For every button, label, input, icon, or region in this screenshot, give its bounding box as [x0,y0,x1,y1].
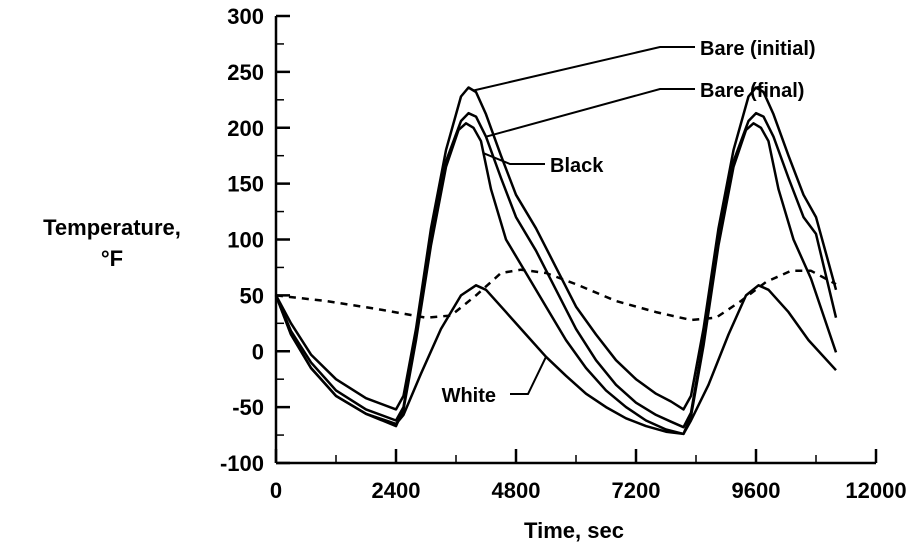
callout-leader [473,46,695,92]
y-tick-label: -100 [220,451,264,476]
callout-label: Bare (final) [700,80,804,102]
x-tick-label: 4800 [492,478,541,503]
y-tick-label: -50 [232,395,264,420]
y-ticks: -100 -50 0 50 100 150 200 250 300 [220,4,290,476]
x-tick-label: 7200 [612,478,661,503]
x-tick-label: 9600 [732,478,781,503]
x-ticks: 0 2400 4800 7200 9600 12000 [270,449,907,503]
y-tick-label: 0 [252,339,264,364]
callout-label: White [442,385,496,407]
x-axis-label: Time, sec [524,518,624,543]
y-tick-label: 300 [227,4,264,29]
callout-leader [485,88,695,138]
callout-leader [483,152,545,165]
x-tick-label: 12000 [845,478,906,503]
callout-leader [510,356,547,395]
y-tick-label: 250 [227,60,264,85]
callout-label: Bare (initial) [700,38,816,60]
y-tick-label: 200 [227,116,264,141]
series-line-0 [274,86,838,411]
callout-label: Black [550,155,604,177]
annotation-layer: Bare (initial) Bare (final) Black White [442,38,816,407]
y-tick-label: 150 [227,172,264,197]
series-layer [274,86,838,436]
series-line-2 [274,122,838,436]
y-axis-label-line2: °F [101,246,123,271]
series-line-3 [274,284,837,436]
y-tick-label: 100 [227,228,264,253]
x-tick-label: 2400 [372,478,421,503]
y-tick-label: 50 [240,283,264,308]
x-tick-label: 0 [270,478,282,503]
y-axis-label-line1: Temperature, [43,215,181,240]
series-line-4 [275,268,837,322]
